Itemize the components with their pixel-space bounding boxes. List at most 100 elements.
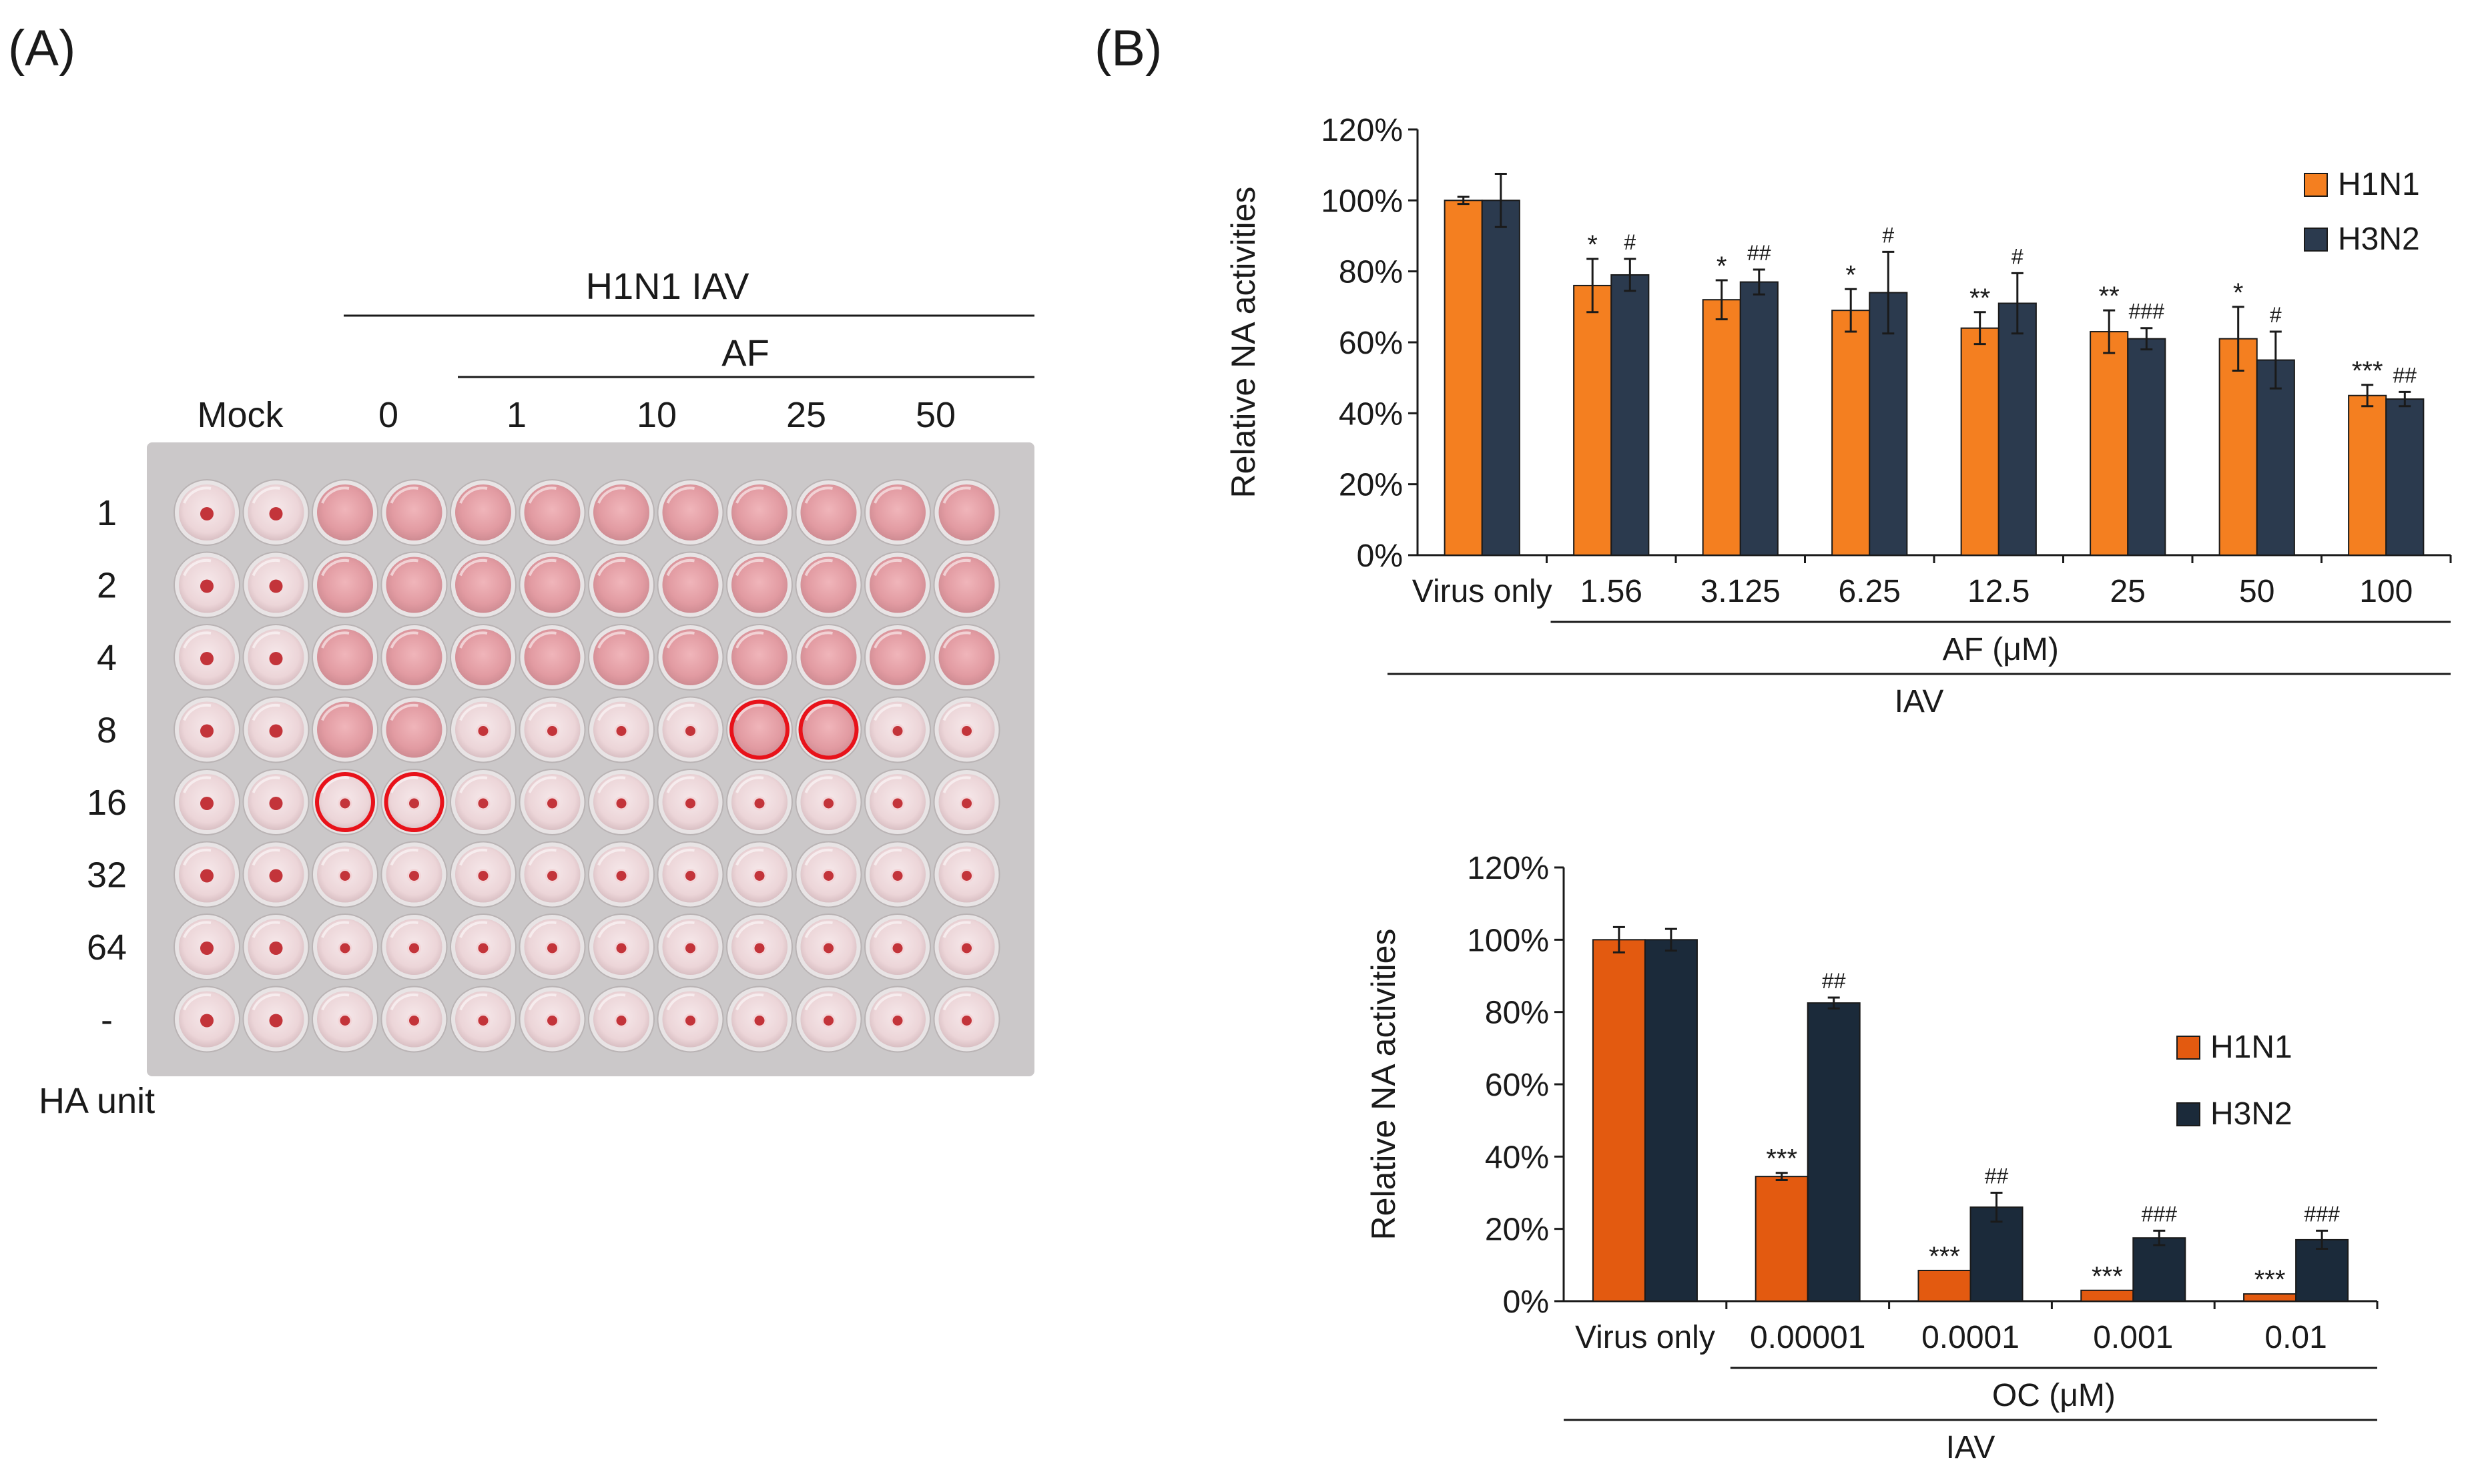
plate-well <box>312 479 378 546</box>
bar <box>1807 1002 1861 1302</box>
x-tick-label: 0.0001 <box>1921 1320 2020 1355</box>
plate-column-label: 50 <box>916 395 956 435</box>
plate-well <box>795 841 862 908</box>
legend-label: H3N2 <box>2210 1096 2292 1132</box>
bar <box>1755 1176 1809 1302</box>
bar <box>2256 359 2295 556</box>
plate-highlights <box>315 699 859 832</box>
plate-well <box>174 986 240 1053</box>
plate-well <box>726 913 793 980</box>
bar <box>1610 274 1650 556</box>
significance-mark: ## <box>1985 1164 2009 1188</box>
plate-well <box>726 624 793 691</box>
plate-well <box>242 479 310 546</box>
plate-well <box>933 913 1000 980</box>
bar <box>1969 1206 2024 1302</box>
legend-label: H3N2 <box>2338 222 2420 257</box>
plate-well <box>795 696 862 763</box>
y-axis-label: Relative NA activities <box>1225 187 1262 498</box>
plate-well <box>450 551 517 619</box>
plate-well <box>933 551 1000 619</box>
plate-well <box>312 986 378 1053</box>
chart-oc-na-activity: 0% 20% 40% 60% 80% 100% 120% Relative NA activi… <box>1365 851 2379 1465</box>
x-tick-label: 12.5 <box>1967 574 2030 609</box>
plate-well <box>657 624 724 691</box>
x-tick-label: 0.001 <box>2093 1320 2173 1355</box>
plate-well <box>450 769 517 835</box>
bar <box>2218 338 2258 556</box>
plate-row-labels: 1 2 4 8 16 32 64 - <box>87 493 127 1040</box>
bar <box>1831 310 1871 556</box>
significance-mark: ## <box>1747 241 1771 265</box>
legend-label: H1N1 <box>2338 167 2420 202</box>
plate-well <box>588 913 655 980</box>
plate-well <box>242 986 310 1053</box>
plate-well <box>380 913 448 980</box>
plate-well <box>795 551 862 619</box>
x-tick-label: 25 <box>2110 574 2146 609</box>
panel-a: (A) H1N1 IAV AF Mock 0 1 10 25 50 1 2 4 8 16 32 64 -… <box>8 20 1034 1121</box>
plate-well <box>380 769 448 835</box>
plate-well <box>312 913 378 980</box>
significance-mark: ** <box>1969 284 1990 313</box>
plate-well <box>795 986 862 1053</box>
plate-well <box>726 841 793 908</box>
y-tick-label: 20% <box>1485 1212 1549 1248</box>
plate-column-label: 0 <box>378 395 398 435</box>
plate-well <box>174 769 240 835</box>
plate-well <box>657 841 724 908</box>
plate-well <box>450 986 517 1053</box>
significance-mark: *** <box>1929 1242 1960 1271</box>
significance-mark: * <box>1717 252 1727 281</box>
y-tick-label: 0% <box>1503 1284 1549 1320</box>
group-label: IAV <box>1946 1430 1995 1465</box>
plate-well <box>242 551 310 619</box>
plate-column-label: 10 <box>637 395 677 435</box>
row-axis-label: HA unit <box>39 1081 155 1121</box>
legend-swatch <box>2176 1102 2200 1126</box>
plate-row-label: 8 <box>97 711 117 751</box>
y-tick-label: 20% <box>1339 468 1403 503</box>
highlight-ring <box>384 772 444 832</box>
plate-well <box>312 841 378 908</box>
highlight-ring <box>798 699 859 760</box>
bar <box>2132 1237 2186 1303</box>
plate-well <box>450 841 517 908</box>
legend-swatch <box>2176 1036 2200 1060</box>
sub-group-title: AF <box>721 332 769 374</box>
bar <box>2127 338 2166 556</box>
y-tick-label: 80% <box>1485 996 1549 1031</box>
significance-mark: *** <box>1766 1144 1797 1174</box>
y-tick-label: 100% <box>1321 183 1403 219</box>
plate-well <box>450 913 517 980</box>
bar <box>2090 331 2129 556</box>
plate-well <box>380 841 448 908</box>
plate-well <box>450 479 517 546</box>
y-tick-label: 0% <box>1357 538 1403 574</box>
plate-well <box>864 551 931 619</box>
plate-well <box>380 551 448 619</box>
plate-well <box>864 624 931 691</box>
plate-well <box>242 913 310 980</box>
plate-well <box>519 841 586 908</box>
plate-well <box>726 986 793 1053</box>
plate-well <box>380 986 448 1053</box>
significance-mark: ** <box>2099 282 2120 311</box>
significance-mark: *** <box>2352 356 2383 386</box>
plate-well <box>795 769 862 835</box>
plate-well <box>312 696 378 763</box>
bar <box>1997 302 2037 556</box>
plate-row-label: - <box>101 1000 113 1040</box>
plate-well <box>795 624 862 691</box>
legend-swatch <box>2304 228 2328 252</box>
group-label: IAV <box>1895 684 1944 719</box>
plate-well <box>657 913 724 980</box>
x-tick-label: Virus only <box>1412 574 1552 609</box>
plate-well <box>864 986 931 1053</box>
plate-well <box>588 986 655 1053</box>
plate-column-label: 25 <box>786 395 826 435</box>
plate-well <box>519 479 586 546</box>
y-tick-label: 60% <box>1485 1068 1549 1103</box>
plate-column-label: 1 <box>507 395 527 435</box>
